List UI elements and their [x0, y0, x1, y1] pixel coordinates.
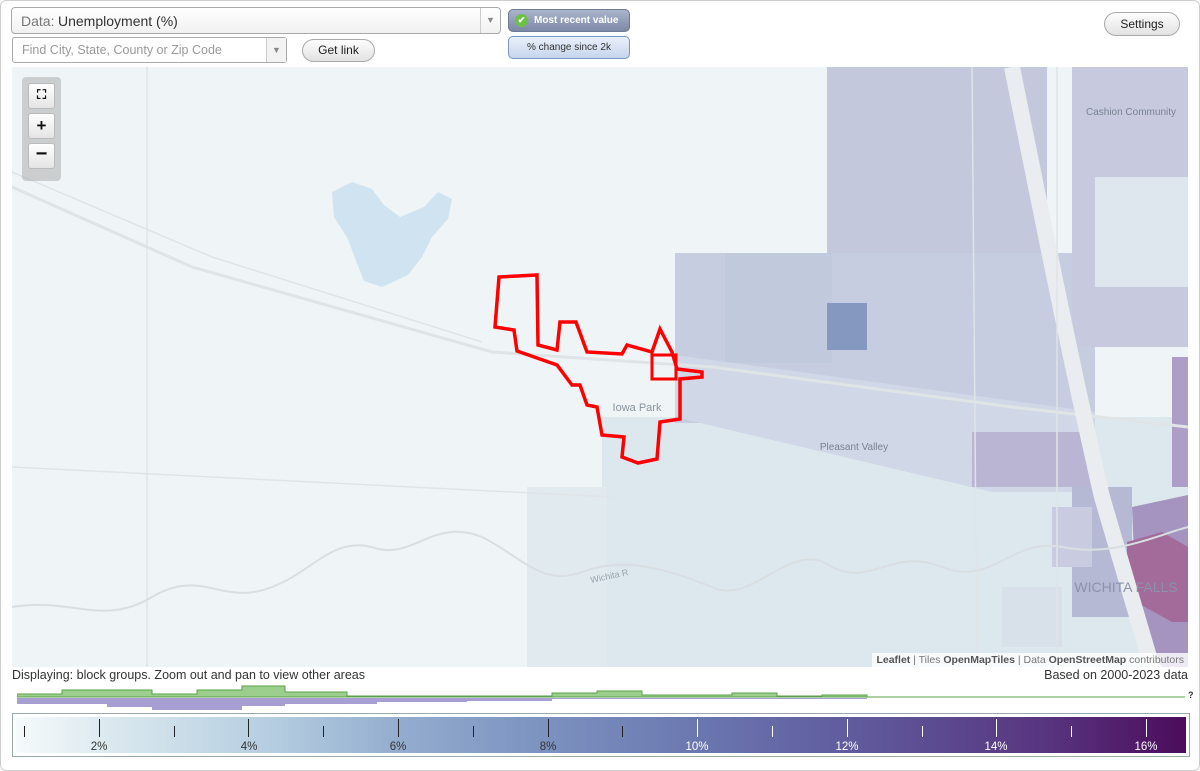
displaying-status: Displaying: block groups. Zoom out and p… — [12, 668, 365, 682]
minus-icon[interactable]: − — [28, 143, 55, 169]
legend-major-tick — [248, 719, 250, 737]
legend-minor-tick — [772, 726, 773, 737]
fullscreen-icon[interactable]: ⛶ — [28, 83, 55, 109]
block-group — [1172, 357, 1188, 487]
percent-change-button[interactable]: % change since 2k — [508, 36, 630, 59]
contributors-text: contributors — [1129, 654, 1184, 666]
histogram-green-bars — [17, 685, 868, 698]
block-group — [1002, 587, 1062, 647]
legend-major-tick — [547, 719, 549, 737]
legend-minor-tick — [173, 726, 175, 737]
openstreetmap-link[interactable]: OpenStreetMap — [1048, 654, 1127, 666]
lake — [332, 182, 452, 287]
map-view[interactable]: Cashion Community Iowa Park Pleasant Val… — [12, 67, 1188, 667]
chevron-down-icon[interactable]: ▼ — [266, 38, 286, 62]
distribution-histogram — [17, 685, 1185, 710]
get-link-button[interactable]: Get link — [302, 39, 375, 62]
check-icon: ✔ — [515, 14, 528, 27]
legend-major-tick — [846, 719, 848, 737]
place-label-pleasant-valley: Pleasant Valley — [820, 442, 888, 453]
legend-major-tick — [398, 719, 399, 737]
place-label-iowa-park: Iowa Park — [613, 402, 662, 414]
legend-label: 14% — [984, 741, 1008, 753]
openmaptiles-link[interactable]: OpenMapTiles — [943, 654, 1015, 666]
legend-major-tick — [996, 719, 998, 737]
settings-button[interactable]: Settings — [1104, 12, 1180, 36]
data-select-label: Data: — [21, 13, 55, 29]
block-group-high — [1127, 532, 1188, 622]
legend-major-tick — [1146, 719, 1147, 737]
legend-minor-tick — [921, 726, 923, 737]
location-search-input[interactable]: Find City, State, County or Zip Code ▼ — [12, 37, 287, 63]
legend-label: 6% — [389, 741, 407, 753]
plus-icon[interactable]: + — [28, 113, 55, 139]
legend-gradient-bar — [16, 717, 1186, 753]
selected-region-outline[interactable] — [493, 273, 704, 465]
block-group — [972, 432, 1092, 487]
block-group — [725, 253, 832, 363]
block-group — [1095, 177, 1188, 287]
histogram-purple-bars — [17, 698, 867, 710]
block-group-highlight — [827, 303, 867, 350]
legend-major-tick — [697, 719, 699, 737]
data-select[interactable]: Data: Unemployment (%) ▼ — [11, 7, 501, 34]
place-label-wichita-falls: WICHITA FALLS — [1074, 579, 1177, 595]
color-legend: 2% 4% 6% 8% 10% 12% 14% 16% — [12, 713, 1190, 757]
legend-major-tick — [98, 719, 100, 737]
legend-label: 12% — [835, 741, 859, 753]
legend-label: 4% — [240, 741, 258, 753]
wichita-river — [12, 526, 1188, 612]
tiles-prefix: Tiles — [918, 654, 941, 666]
search-placeholder: Find City, State, County or Zip Code — [22, 43, 222, 57]
most-recent-value-button[interactable]: ✔ Most recent value — [508, 9, 630, 32]
leaflet-link[interactable]: Leaflet — [876, 654, 911, 666]
legend-label: 16% — [1134, 741, 1158, 753]
block-groups-layer — [527, 67, 1188, 667]
selected-region-outline-part[interactable] — [650, 353, 678, 381]
legend-minor-tick — [472, 726, 474, 737]
place-label-cashion: Cashion Community — [1086, 107, 1176, 118]
zoom-control: ⛶ + − — [22, 77, 61, 181]
legend-minor-tick — [24, 726, 25, 737]
data-prefix: Data — [1023, 654, 1046, 666]
block-group — [527, 487, 607, 667]
block-group — [1052, 507, 1092, 567]
map-attribution: Leaflet | Tiles OpenMapTiles | Data Open… — [872, 653, 1188, 667]
unknown-value-marker: ? — [1188, 690, 1194, 700]
legend-minor-tick — [323, 726, 325, 737]
legend-label: 10% — [685, 741, 709, 753]
legend-minor-tick — [622, 726, 624, 737]
legend-label: 2% — [90, 741, 108, 753]
data-range-note: Based on 2000-2023 data — [1044, 668, 1188, 682]
roads-layer — [12, 67, 1188, 667]
legend-label: 8% — [539, 741, 557, 753]
data-select-value: Unemployment (%) — [58, 13, 178, 29]
most-recent-value-label: Most recent value — [534, 15, 619, 26]
chevron-down-icon[interactable]: ▼ — [480, 8, 500, 33]
legend-minor-tick — [1071, 726, 1073, 737]
map-canvas[interactable]: Cashion Community Iowa Park Pleasant Val… — [12, 67, 1188, 667]
